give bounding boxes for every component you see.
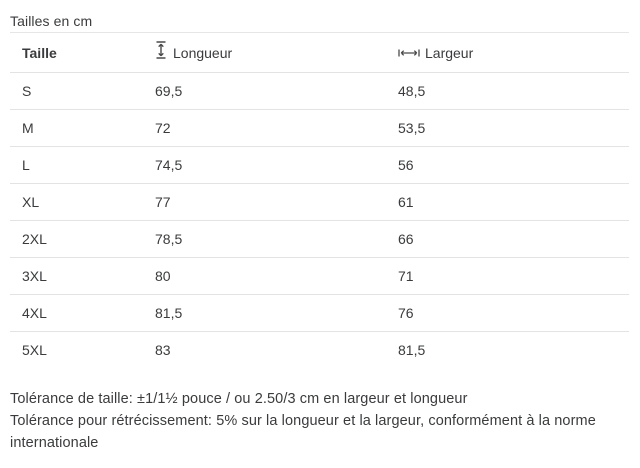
size-cell: 5XL <box>22 342 47 358</box>
longueur-cell: 69,5 <box>155 72 398 110</box>
size-cell: XL <box>10 183 155 221</box>
table-row: 2XL 78,5 66 <box>10 220 629 258</box>
tolerance-note-size: Tolérance de taille: ±1/1½ pouce / ou 2.… <box>10 391 468 407</box>
page-title: Tailles en cm <box>10 0 629 33</box>
largeur-cell: 81,5 <box>398 342 426 358</box>
largeur-cell: 48,5 <box>398 72 629 110</box>
largeur-cell: 71 <box>398 257 629 295</box>
size-table: Taille Longueur Largeur <box>10 33 629 368</box>
table-row: S 69,5 48,5 <box>10 72 629 110</box>
column-header-length: Longueur <box>155 33 398 73</box>
table-row: 3XL 80 71 <box>10 257 629 295</box>
size-cell: 4XL <box>10 294 155 332</box>
table-row: 5XL 83 81,5 <box>10 332 629 369</box>
longueur-cell: 72 <box>155 109 398 147</box>
longueur-cell: 77 <box>155 183 398 221</box>
largeur-cell: 66 <box>398 220 629 258</box>
size-cell: 2XL <box>10 220 155 258</box>
longueur-cell: 80 <box>155 257 398 295</box>
size-cell: M <box>10 109 155 147</box>
column-header-width: Largeur <box>398 33 629 73</box>
size-cell: S <box>10 72 155 110</box>
column-header-width-label: Largeur <box>425 45 474 62</box>
length-measure-icon <box>155 41 167 62</box>
table-row: XL 77 61 <box>10 183 629 221</box>
size-cell: 3XL <box>10 257 155 295</box>
column-header-length-label: Longueur <box>173 44 233 61</box>
size-chart-panel: Tailles en cm Taille Longueur <box>10 0 629 454</box>
table-row: M 72 53,5 <box>10 109 629 147</box>
column-header-size: Taille <box>10 33 155 73</box>
longueur-cell: 78,5 <box>155 220 398 258</box>
table-row: L 74,5 56 <box>10 146 629 184</box>
longueur-cell: 83 <box>155 342 171 358</box>
largeur-cell: 53,5 <box>398 109 629 147</box>
largeur-cell: 56 <box>398 146 629 184</box>
width-measure-icon <box>398 45 420 61</box>
largeur-cell: 76 <box>398 294 629 332</box>
table-row: 4XL 81,5 76 <box>10 294 629 332</box>
longueur-cell: 81,5 <box>155 294 398 332</box>
tolerance-note-shrink: Tolérance pour rétrécissement: 5% sur la… <box>10 413 596 451</box>
largeur-cell: 61 <box>398 183 629 221</box>
tolerance-notes: Tolérance de taille: ±1/1½ pouce / ou 2.… <box>10 388 629 454</box>
size-cell: L <box>10 146 155 184</box>
longueur-cell: 74,5 <box>155 146 398 184</box>
table-header-row: Taille Longueur Largeur <box>10 33 629 73</box>
